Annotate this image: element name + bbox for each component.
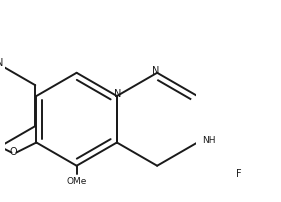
Text: N: N xyxy=(114,89,121,99)
Text: F: F xyxy=(235,169,241,179)
Text: NH: NH xyxy=(202,136,216,145)
Text: N: N xyxy=(152,66,159,76)
Text: O: O xyxy=(9,147,17,157)
Text: N: N xyxy=(0,58,4,68)
Text: OMe: OMe xyxy=(66,177,87,186)
